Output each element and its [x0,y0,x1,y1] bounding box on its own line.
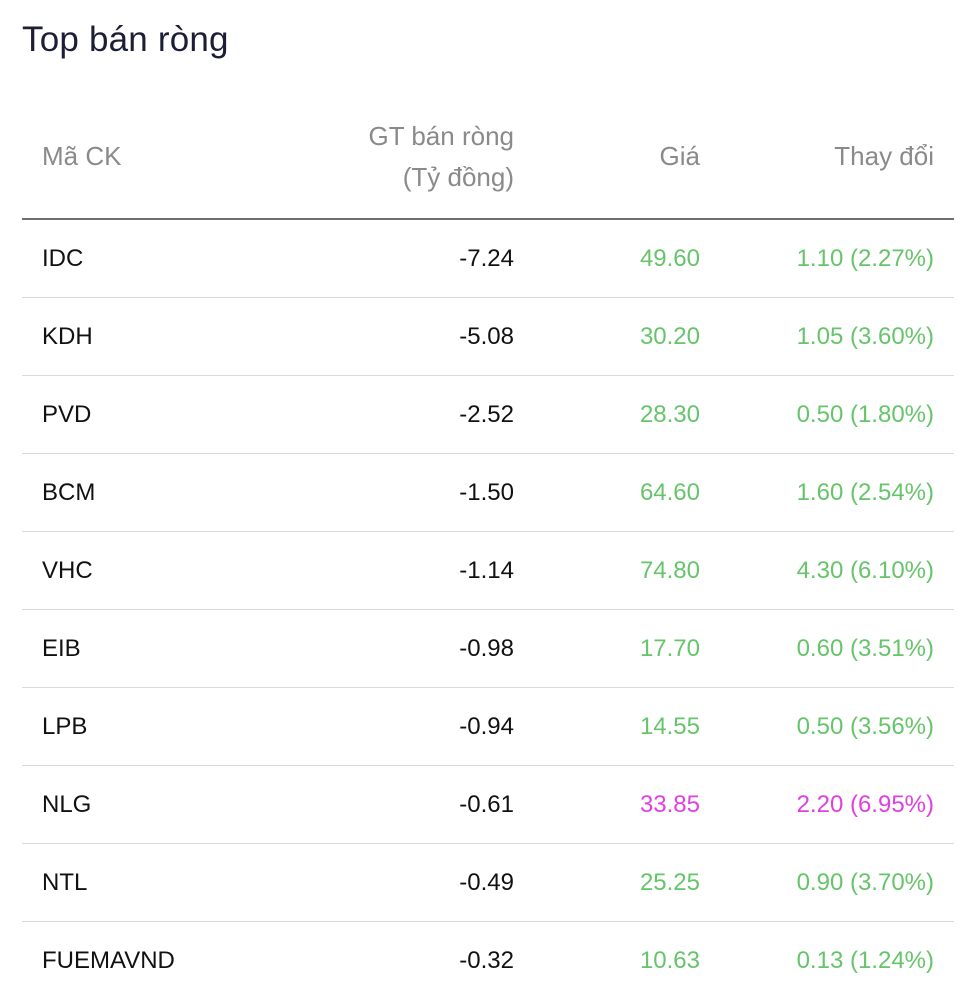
stock-code[interactable]: IDC [42,245,84,272]
stock-code[interactable]: LPB [42,713,88,740]
stock-code[interactable]: KDH [42,323,93,350]
column-header-net-value-line1: GT bán ròng [368,121,514,151]
price: 10.63 [639,947,700,974]
column-header-price[interactable]: Giá [659,141,700,171]
price-change: 2.20 (6.95%) [796,791,934,818]
table-row[interactable]: BCM -1.50 64.60 1.60 (2.54%) [22,454,954,532]
net-sell-value: -1.50 [459,479,514,506]
price-change: 0.50 (3.56%) [796,713,934,740]
net-sell-value: -7.24 [459,245,514,272]
price-change: 4.30 (6.10%) [796,557,934,584]
price: 33.85 [639,791,700,818]
table-row[interactable]: EIB -0.98 17.70 0.60 (3.51%) [22,610,954,688]
price: 25.25 [639,869,700,896]
price-change: 0.13 (1.24%) [796,947,934,974]
column-header-net-value-line2: (Tỷ đồng) [402,162,514,192]
price-change: 0.60 (3.51%) [796,635,934,662]
net-sell-value: -0.61 [459,791,514,818]
table-body: IDC -7.24 49.60 1.10 (2.27%) KDH -5.08 30.20 1.… [22,220,954,999]
stock-code[interactable]: FUEMAVND [42,947,175,974]
table-header: Mã CK GT bán ròng (Tỷ đồng) Giá Thay đổi [22,108,954,220]
price: 17.70 [639,635,700,662]
price: 49.60 [639,245,700,272]
price-change: 1.60 (2.54%) [796,479,934,506]
price: 30.20 [639,323,700,350]
price: 74.80 [639,557,700,584]
table-row[interactable]: NLG -0.61 33.85 2.20 (6.95%) [22,766,954,844]
column-header-change[interactable]: Thay đổi [834,141,934,171]
widget-title: Top bán ròng [22,20,229,59]
table-row[interactable]: LPB -0.94 14.55 0.50 (3.56%) [22,688,954,766]
net-sell-value: -0.32 [459,947,514,974]
column-header-net-value[interactable]: GT bán ròng (Tỷ đồng) [254,116,514,198]
price: 64.60 [639,479,700,506]
stock-code[interactable]: EIB [42,635,81,662]
stock-code[interactable]: NTL [42,869,88,896]
net-sell-value: -0.49 [459,869,514,896]
table-row[interactable]: KDH -5.08 30.20 1.05 (3.60%) [22,298,954,376]
net-sell-value: -1.14 [459,557,514,584]
table-row[interactable]: IDC -7.24 49.60 1.10 (2.27%) [22,220,954,298]
net-sell-value: -2.52 [459,401,514,428]
table-row[interactable]: FUEMAVND -0.32 10.63 0.13 (1.24%) [22,922,954,999]
stock-code[interactable]: PVD [42,401,92,428]
price-change: 0.90 (3.70%) [796,869,934,896]
stock-code[interactable]: BCM [42,479,96,506]
price-change: 0.50 (1.80%) [796,401,934,428]
table-row[interactable]: NTL -0.49 25.25 0.90 (3.70%) [22,844,954,922]
table-row[interactable]: PVD -2.52 28.30 0.50 (1.80%) [22,376,954,454]
price-change: 1.05 (3.60%) [796,323,934,350]
price: 28.30 [639,401,700,428]
price-change: 1.10 (2.27%) [796,245,934,272]
table-row[interactable]: VHC -1.14 74.80 4.30 (6.10%) [22,532,954,610]
stock-code[interactable]: NLG [42,791,92,818]
column-header-code[interactable]: Mã CK [42,141,122,171]
net-sell-value: -0.94 [459,713,514,740]
net-sell-value: -5.08 [459,323,514,350]
price: 14.55 [639,713,700,740]
stock-code[interactable]: VHC [42,557,93,584]
net-sell-value: -0.98 [459,635,514,662]
